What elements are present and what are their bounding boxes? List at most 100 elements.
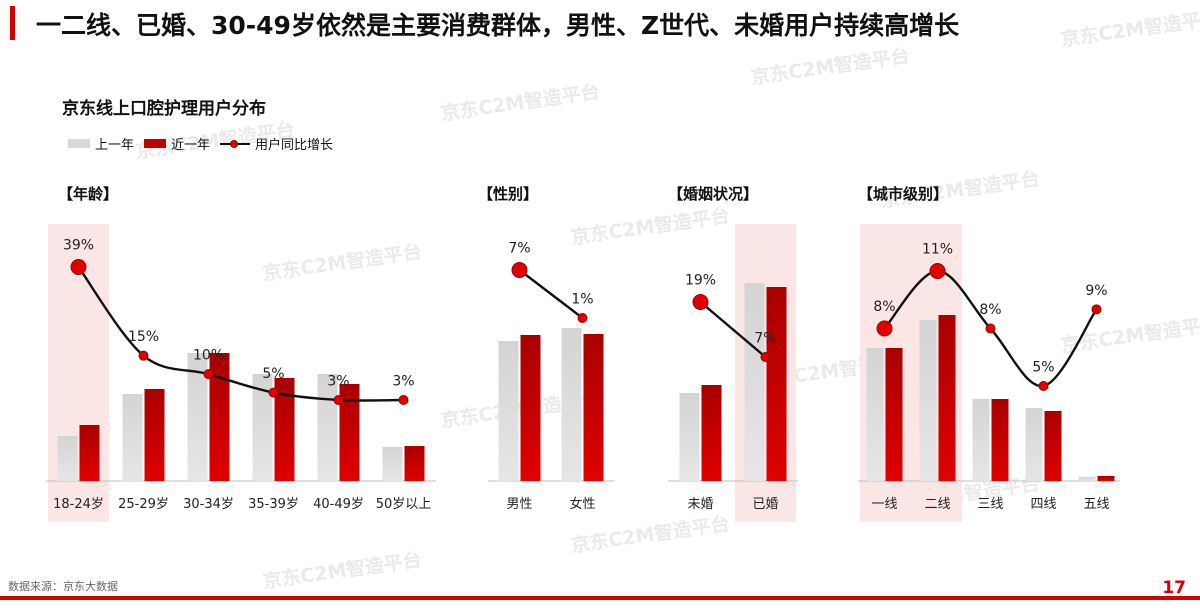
growth-marker	[333, 395, 344, 405]
bar-prev	[561, 328, 582, 481]
growth-label: 1%	[571, 292, 593, 308]
page-title: 一二线、已婚、30-49岁依然是主要消费群体，男性、Z世代、未婚用户持续高增长	[36, 11, 960, 40]
category-label: 四线	[1030, 497, 1056, 512]
growth-label: 10%	[193, 348, 224, 364]
bar-prev	[498, 341, 519, 481]
growth-marker	[511, 262, 528, 278]
growth-label: 8%	[873, 299, 895, 315]
growth-label: 7%	[508, 241, 530, 257]
bar-curr	[1097, 476, 1115, 481]
bar-curr	[1044, 411, 1062, 481]
growth-label: 39%	[63, 238, 94, 254]
bar-curr	[144, 389, 165, 481]
growth-marker	[1038, 381, 1049, 391]
growth-line	[699, 301, 767, 358]
growth-marker	[577, 313, 588, 323]
bar-prev	[317, 374, 338, 481]
growth-label: 19%	[685, 273, 716, 289]
growth-label: 8%	[979, 302, 1001, 318]
category-label: 女性	[569, 496, 595, 512]
panel-title: 【婚姻状况】	[668, 185, 758, 203]
bar-curr	[766, 287, 787, 481]
data-source: 数据来源：京东大数据	[8, 580, 118, 593]
bar-prev	[382, 447, 403, 481]
bar-curr	[520, 335, 541, 481]
legend-swatch-curr	[144, 139, 167, 148]
bar-prev	[122, 394, 143, 481]
legend-label-prev: 上一年	[95, 138, 135, 153]
legend-item-prev: 上一年	[68, 134, 134, 153]
growth-marker	[985, 323, 996, 334]
bar-prev	[57, 436, 78, 481]
bar-curr	[209, 353, 230, 481]
bar-prev	[866, 348, 884, 481]
legend: 上一年 近一年 用户同比增长	[68, 134, 333, 153]
growth-marker	[760, 352, 771, 362]
legend-item-growth: 用户同比增长	[220, 134, 333, 153]
category-label: 50岁以上	[376, 497, 432, 512]
growth-marker	[929, 263, 946, 279]
bar-curr	[991, 399, 1009, 481]
legend-swatch-prev	[68, 139, 90, 148]
bar-prev	[1025, 408, 1043, 481]
panel-title: 【性别】	[478, 185, 538, 203]
growth-marker	[138, 350, 149, 361]
bar-curr	[274, 378, 295, 481]
footer-line	[0, 596, 1200, 600]
growth-marker	[268, 387, 279, 398]
bar-curr	[79, 425, 100, 481]
bar-curr	[885, 348, 903, 481]
panel-title: 【年龄】	[58, 185, 118, 203]
legend-label-curr: 近一年	[171, 138, 211, 153]
bar-prev	[744, 283, 765, 481]
growth-line	[518, 269, 584, 319]
highlight-band	[735, 224, 796, 522]
legend-item-curr: 近一年	[144, 134, 210, 153]
category-label: 25-29岁	[118, 497, 169, 512]
growth-label: 15%	[128, 329, 159, 345]
legend-swatch-growth	[220, 138, 251, 150]
legend-label-growth: 用户同比增长	[255, 138, 334, 153]
bar-curr	[583, 334, 604, 481]
growth-label: 5%	[1032, 360, 1054, 376]
growth-label: 9%	[1085, 283, 1107, 299]
category-label: 40-49岁	[313, 497, 364, 512]
growth-label: 11%	[922, 242, 953, 258]
bar-prev	[252, 374, 273, 481]
page-number: 17	[1162, 578, 1186, 598]
category-label: 18-24岁	[53, 497, 104, 512]
panel-title: 【城市级别】	[858, 185, 948, 203]
growth-label: 3%	[327, 374, 349, 390]
growth-marker	[1091, 304, 1102, 315]
category-label: 二线	[924, 497, 950, 512]
growth-marker	[203, 369, 214, 380]
growth-marker	[70, 259, 87, 275]
growth-label: 7%	[754, 331, 776, 347]
category-label: 五线	[1083, 497, 1109, 512]
category-label: 三线	[977, 497, 1003, 512]
bar-prev	[679, 393, 700, 481]
bar-curr	[701, 385, 722, 481]
bar-curr	[404, 446, 425, 481]
bar-prev	[972, 399, 990, 481]
category-label: 已婚	[752, 497, 778, 512]
bar-curr	[339, 384, 360, 481]
bar-prev	[187, 353, 208, 481]
bar-prev	[919, 320, 937, 481]
chart-panel-2: 【婚姻状况】未婚 已婚 19% 7%	[668, 185, 798, 522]
category-label: 男性	[506, 497, 532, 512]
bar-curr	[938, 315, 956, 481]
growth-marker	[876, 320, 893, 337]
growth-label: 3%	[392, 374, 414, 390]
growth-marker	[692, 294, 709, 310]
chart-panel-3: 【城市级别】一线 二线 三线 四线 五线 8% 11% 8% 5% 9%	[858, 185, 1120, 522]
bar-prev	[1078, 477, 1096, 481]
category-label: 35-39岁	[248, 497, 299, 512]
chart-panel-0: 【年龄】 18-24岁 25-29岁 30-34岁 35-39岁 40-49岁 50岁以上 3…	[46, 185, 436, 522]
chart-panel-1: 【性别】男性 女性 7% 1%	[478, 185, 614, 512]
chart-canvas: 【年龄】 18-24岁 25-29岁 30-34岁 35-39岁 40-49岁 50岁以上 3…	[46, 185, 1120, 522]
growth-marker	[398, 395, 409, 405]
chart-title: 京东线上口腔护理用户分布	[62, 99, 266, 119]
category-label: 未婚	[687, 497, 713, 512]
growth-label: 5%	[262, 366, 284, 382]
